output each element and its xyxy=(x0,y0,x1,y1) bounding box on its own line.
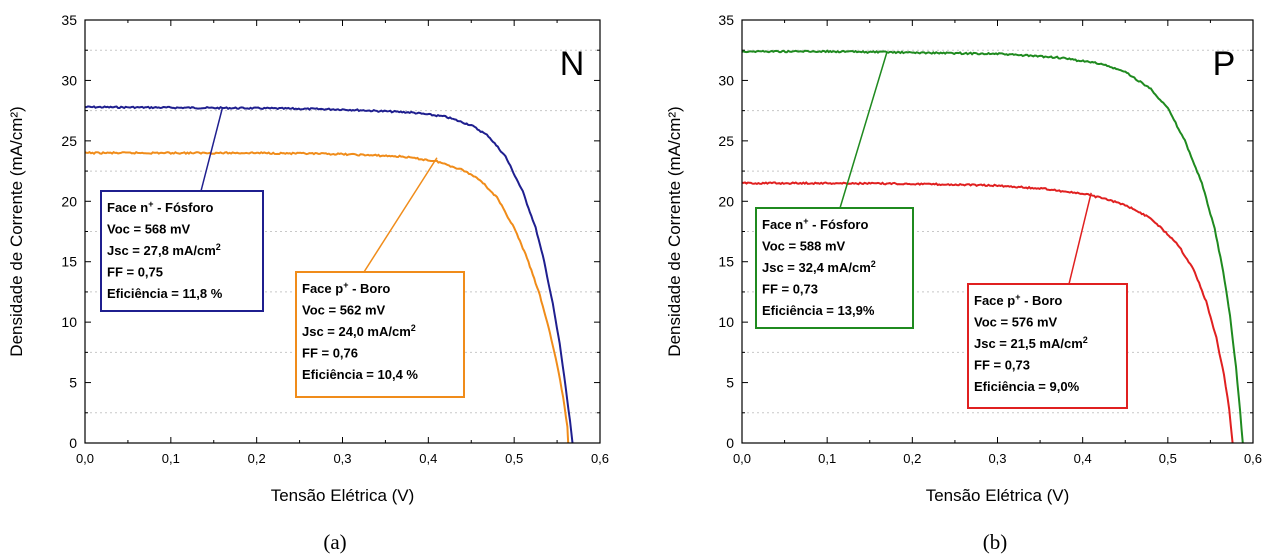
panel-caption: (b) xyxy=(983,530,1008,554)
y-tick-label: 10 xyxy=(718,314,734,330)
annotation-pointer-2 xyxy=(363,157,438,273)
x-tick-label: 0,2 xyxy=(248,451,266,466)
y-tick-label: 10 xyxy=(61,314,77,330)
y-axis-label: Densidade de Corrente (mA/cm²) xyxy=(665,106,684,356)
annotation-line: Jsc = 21,5 mA/cm2 xyxy=(974,335,1088,351)
annotation-line: Face p+ - Boro xyxy=(302,280,390,296)
x-axis-label: Tensão Elétrica (V) xyxy=(926,486,1070,505)
plot-frame xyxy=(84,19,601,444)
y-tick-label: 30 xyxy=(718,72,734,88)
annotation-line: Jsc = 32,4 mA/cm2 xyxy=(762,259,876,275)
annotation-line: Jsc = 24,0 mA/cm2 xyxy=(302,323,416,339)
annotation-box-2 xyxy=(295,271,465,398)
annotation-line: FF = 0,75 xyxy=(107,265,163,280)
annotation-line: FF = 0,73 xyxy=(762,282,818,297)
x-tick-label: 0,6 xyxy=(591,451,609,466)
annotation-line: Face n+ - Fósforo xyxy=(107,199,213,215)
x-tick-label: 0,4 xyxy=(1074,451,1092,466)
annotation-pointer-2 xyxy=(1068,192,1092,285)
x-tick-label: 0,0 xyxy=(76,451,94,466)
annotation-line: Voc = 588 mV xyxy=(762,239,846,254)
annotation-pointer-1 xyxy=(839,52,888,209)
y-tick-label: 15 xyxy=(718,254,734,270)
y-tick-label: 5 xyxy=(726,375,734,391)
annotation-line: Eficiência = 10,4 % xyxy=(302,367,418,382)
annotation-line: Face p+ - Boro xyxy=(974,292,1062,308)
panel-letter: N xyxy=(560,45,585,83)
y-tick-label: 25 xyxy=(61,133,77,149)
y-tick-label: 0 xyxy=(726,435,734,451)
annotation-line: Eficiência = 13,9% xyxy=(762,303,875,318)
annotation-pointer-1 xyxy=(200,108,224,192)
x-axis-label: Tensão Elétrica (V) xyxy=(271,486,415,505)
annotation-line: FF = 0,76 xyxy=(302,346,358,361)
y-tick-label: 35 xyxy=(718,12,734,28)
series-line-1 xyxy=(741,49,1244,444)
x-tick-label: 0,5 xyxy=(505,451,523,466)
annotation-line: Voc = 562 mV xyxy=(302,303,386,318)
chart-panel-b: 0,0 0,1 0,2 0,3 0,4 0,5 0,6 0 5 10 15 20 25 30 35 Face … xyxy=(665,12,1262,554)
x-tick-label: 0,5 xyxy=(1159,451,1177,466)
annotation-line: FF = 0,73 xyxy=(974,358,1030,373)
annotation-box-1 xyxy=(755,207,914,329)
annotation-box-2 xyxy=(967,283,1128,409)
x-tick-label: 0,0 xyxy=(733,451,751,466)
x-tick-label: 0,2 xyxy=(903,451,921,466)
chart-panel-a: 0,0 0,1 0,2 0,3 0,4 0,5 0,6 0 5 10 15 20 25 30 35 Face … xyxy=(7,12,609,554)
series-line-2 xyxy=(741,181,1234,444)
series-line-1 xyxy=(84,105,574,444)
y-tick-label: 35 xyxy=(61,12,77,28)
y-tick-label: 5 xyxy=(69,375,77,391)
series-line-2 xyxy=(84,151,570,444)
x-tick-label: 0,3 xyxy=(988,451,1006,466)
y-tick-label: 30 xyxy=(61,72,77,88)
y-tick-label: 0 xyxy=(69,435,77,451)
x-tick-label: 0,3 xyxy=(333,451,351,466)
annotation-line: Voc = 568 mV xyxy=(107,222,191,237)
y-tick-label: 25 xyxy=(718,133,734,149)
y-axis-label: Densidade de Corrente (mA/cm²) xyxy=(7,106,26,356)
x-tick-label: 0,6 xyxy=(1244,451,1262,466)
annotation-line: Face n+ - Fósforo xyxy=(762,216,868,232)
annotation-line: Jsc = 27,8 mA/cm2 xyxy=(107,242,221,258)
annotation-line: Eficiência = 11,8 % xyxy=(107,286,223,301)
x-tick-label: 0,1 xyxy=(818,451,836,466)
annotation-line: Voc = 576 mV xyxy=(974,315,1058,330)
panel-caption: (a) xyxy=(323,530,346,554)
panel-letter: P xyxy=(1213,45,1236,83)
y-tick-label: 20 xyxy=(61,193,77,209)
plot-frame xyxy=(741,19,1254,444)
annotation-line: Eficiência = 9,0% xyxy=(974,379,1080,394)
x-tick-label: 0,1 xyxy=(162,451,180,466)
y-tick-label: 20 xyxy=(718,193,734,209)
x-tick-label: 0,4 xyxy=(419,451,437,466)
annotation-box-1 xyxy=(100,190,264,312)
y-tick-label: 15 xyxy=(61,254,77,270)
